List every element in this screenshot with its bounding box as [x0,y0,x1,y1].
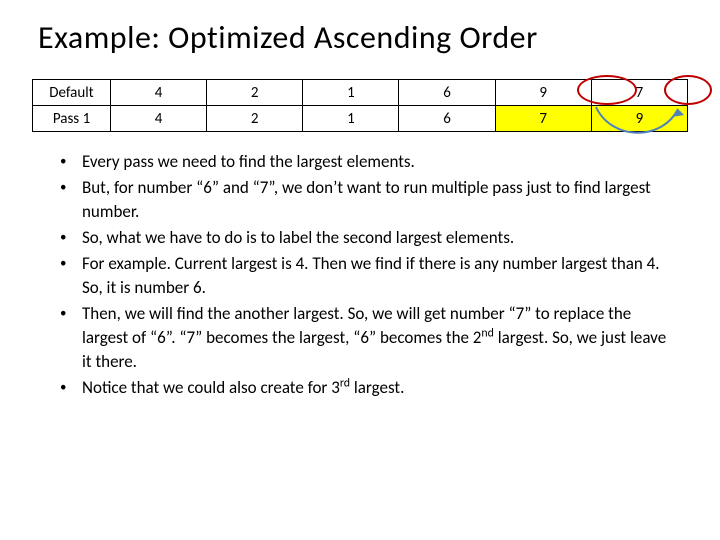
list-item: • Notice that we could also create for 3… [60,376,678,400]
bullet-icon: • [60,376,82,400]
table-cell: 7 [591,80,687,106]
list-item: • Then, we will find the another largest… [60,302,678,374]
table-row: Default 4 2 1 6 9 7 [33,80,688,106]
list-item: • For example. Current largest is 4. The… [60,252,678,300]
bullet-icon: • [60,150,82,174]
table-cell-highlight: 9 [591,106,687,132]
list-item: • So, what we have to do is to label the… [60,226,678,250]
table-cell: 9 [495,80,591,106]
table-cell: 1 [303,80,399,106]
bullet-text: For example. Current largest is 4. Then … [82,252,678,300]
bullet-list: • Every pass we need to find the largest… [60,150,678,400]
table-cell: 1 [303,106,399,132]
bullet-text: But, for number “6” and “7”, we don’t wa… [82,176,678,224]
slide-title: Example: Optimized Ascending Order [38,18,688,57]
table-row: Pass 1 4 2 1 6 7 9 [33,106,688,132]
bullet-icon: • [60,252,82,276]
table-cell-highlight: 7 [495,106,591,132]
row-label: Default [33,80,111,106]
bullet-icon: • [60,226,82,250]
table-cell: 4 [111,106,207,132]
table-cell: 4 [111,80,207,106]
sort-table-wrap: Default 4 2 1 6 9 7 Pass 1 4 2 1 6 7 9 [32,79,688,132]
bullet-text: Notice that we could also create for 3rd… [82,376,404,400]
bullet-text: So, what we have to do is to label the s… [82,226,514,250]
table-cell: 2 [207,80,303,106]
list-item: • But, for number “6” and “7”, we don’t … [60,176,678,224]
table-cell: 6 [399,106,495,132]
sort-table: Default 4 2 1 6 9 7 Pass 1 4 2 1 6 7 9 [32,79,688,132]
bullet-icon: • [60,176,82,200]
table-cell: 6 [399,80,495,106]
row-label: Pass 1 [33,106,111,132]
bullet-icon: • [60,302,82,326]
bullet-text: Then, we will find the another largest. … [82,302,678,374]
table-cell: 2 [207,106,303,132]
bullet-text: Every pass we need to find the largest e… [82,150,415,174]
list-item: • Every pass we need to find the largest… [60,150,678,174]
